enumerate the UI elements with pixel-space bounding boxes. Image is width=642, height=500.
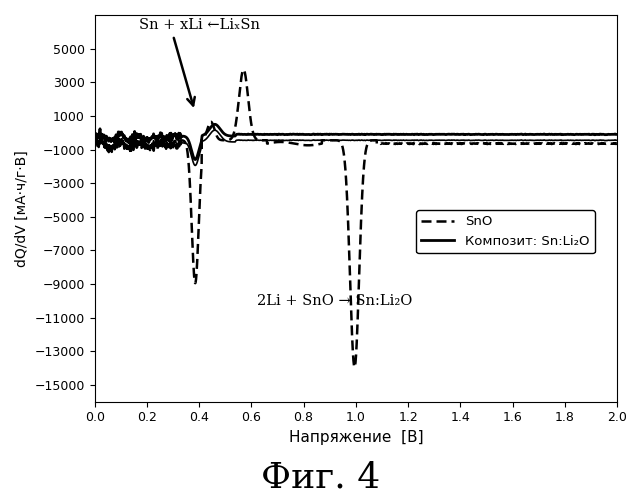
Композит: Sn:Li₂O: (0, -412): Sn:Li₂O: (0, -412) bbox=[91, 136, 98, 142]
Text: 2Li + SnO → Sn:Li₂O: 2Li + SnO → Sn:Li₂O bbox=[257, 294, 412, 308]
SnO bbox=[315, 142, 322, 148]
Text: Sn + xLi ←LiₓSn: Sn + xLi ←LiₓSn bbox=[139, 18, 260, 32]
SnO bbox=[239, 66, 247, 72]
Композит: Sn:Li₂O: (0.385, -1.6e+03): Sn:Li₂O: (0.385, -1.6e+03) bbox=[191, 156, 199, 162]
X-axis label: Напряжение  [В]: Напряжение [В] bbox=[288, 430, 423, 445]
Композит: Sn:Li₂O: (1.45, -109): Sn:Li₂O: (1.45, -109) bbox=[471, 132, 478, 138]
SnO bbox=[91, 143, 98, 149]
Композит: Sn:Li₂O: (0.841, -105): Sn:Li₂O: (0.841, -105) bbox=[311, 132, 318, 138]
SnO bbox=[310, 142, 318, 148]
Композит: Sn:Li₂O: (0.857, -101): Sn:Li₂O: (0.857, -101) bbox=[315, 132, 322, 138]
Y-axis label: dQ/dV [мА·ч/г·В]: dQ/dV [мА·ч/г·В] bbox=[15, 150, 29, 266]
SnO bbox=[571, 140, 579, 146]
Композит: Sn:Li₂O: (0.951, -88.2): Sn:Li₂O: (0.951, -88.2) bbox=[339, 131, 347, 137]
Композит: Sn:Li₂O: (1.84, -99.4): Sn:Li₂O: (1.84, -99.4) bbox=[571, 132, 579, 138]
Text: Фиг. 4: Фиг. 4 bbox=[261, 461, 381, 495]
Композит: Sn:Li₂O: (1.94, -94.1): Sn:Li₂O: (1.94, -94.1) bbox=[598, 132, 605, 138]
SnO bbox=[598, 140, 605, 146]
SnO bbox=[471, 140, 478, 146]
Line: Композит: Sn:Li₂O: Композит: Sn:Li₂O bbox=[94, 124, 617, 160]
SnO bbox=[339, 146, 347, 152]
Line: SnO: SnO bbox=[94, 70, 617, 367]
Legend: SnO, Композит: Sn:Li₂O: SnO, Композит: Sn:Li₂O bbox=[416, 210, 594, 253]
Композит: Sn:Li₂O: (0.46, 499): Sn:Li₂O: (0.46, 499) bbox=[211, 122, 219, 128]
SnO bbox=[613, 140, 621, 146]
Композит: Sn:Li₂O: (2, -98.6): Sn:Li₂O: (2, -98.6) bbox=[613, 132, 621, 138]
SnO bbox=[351, 364, 358, 370]
